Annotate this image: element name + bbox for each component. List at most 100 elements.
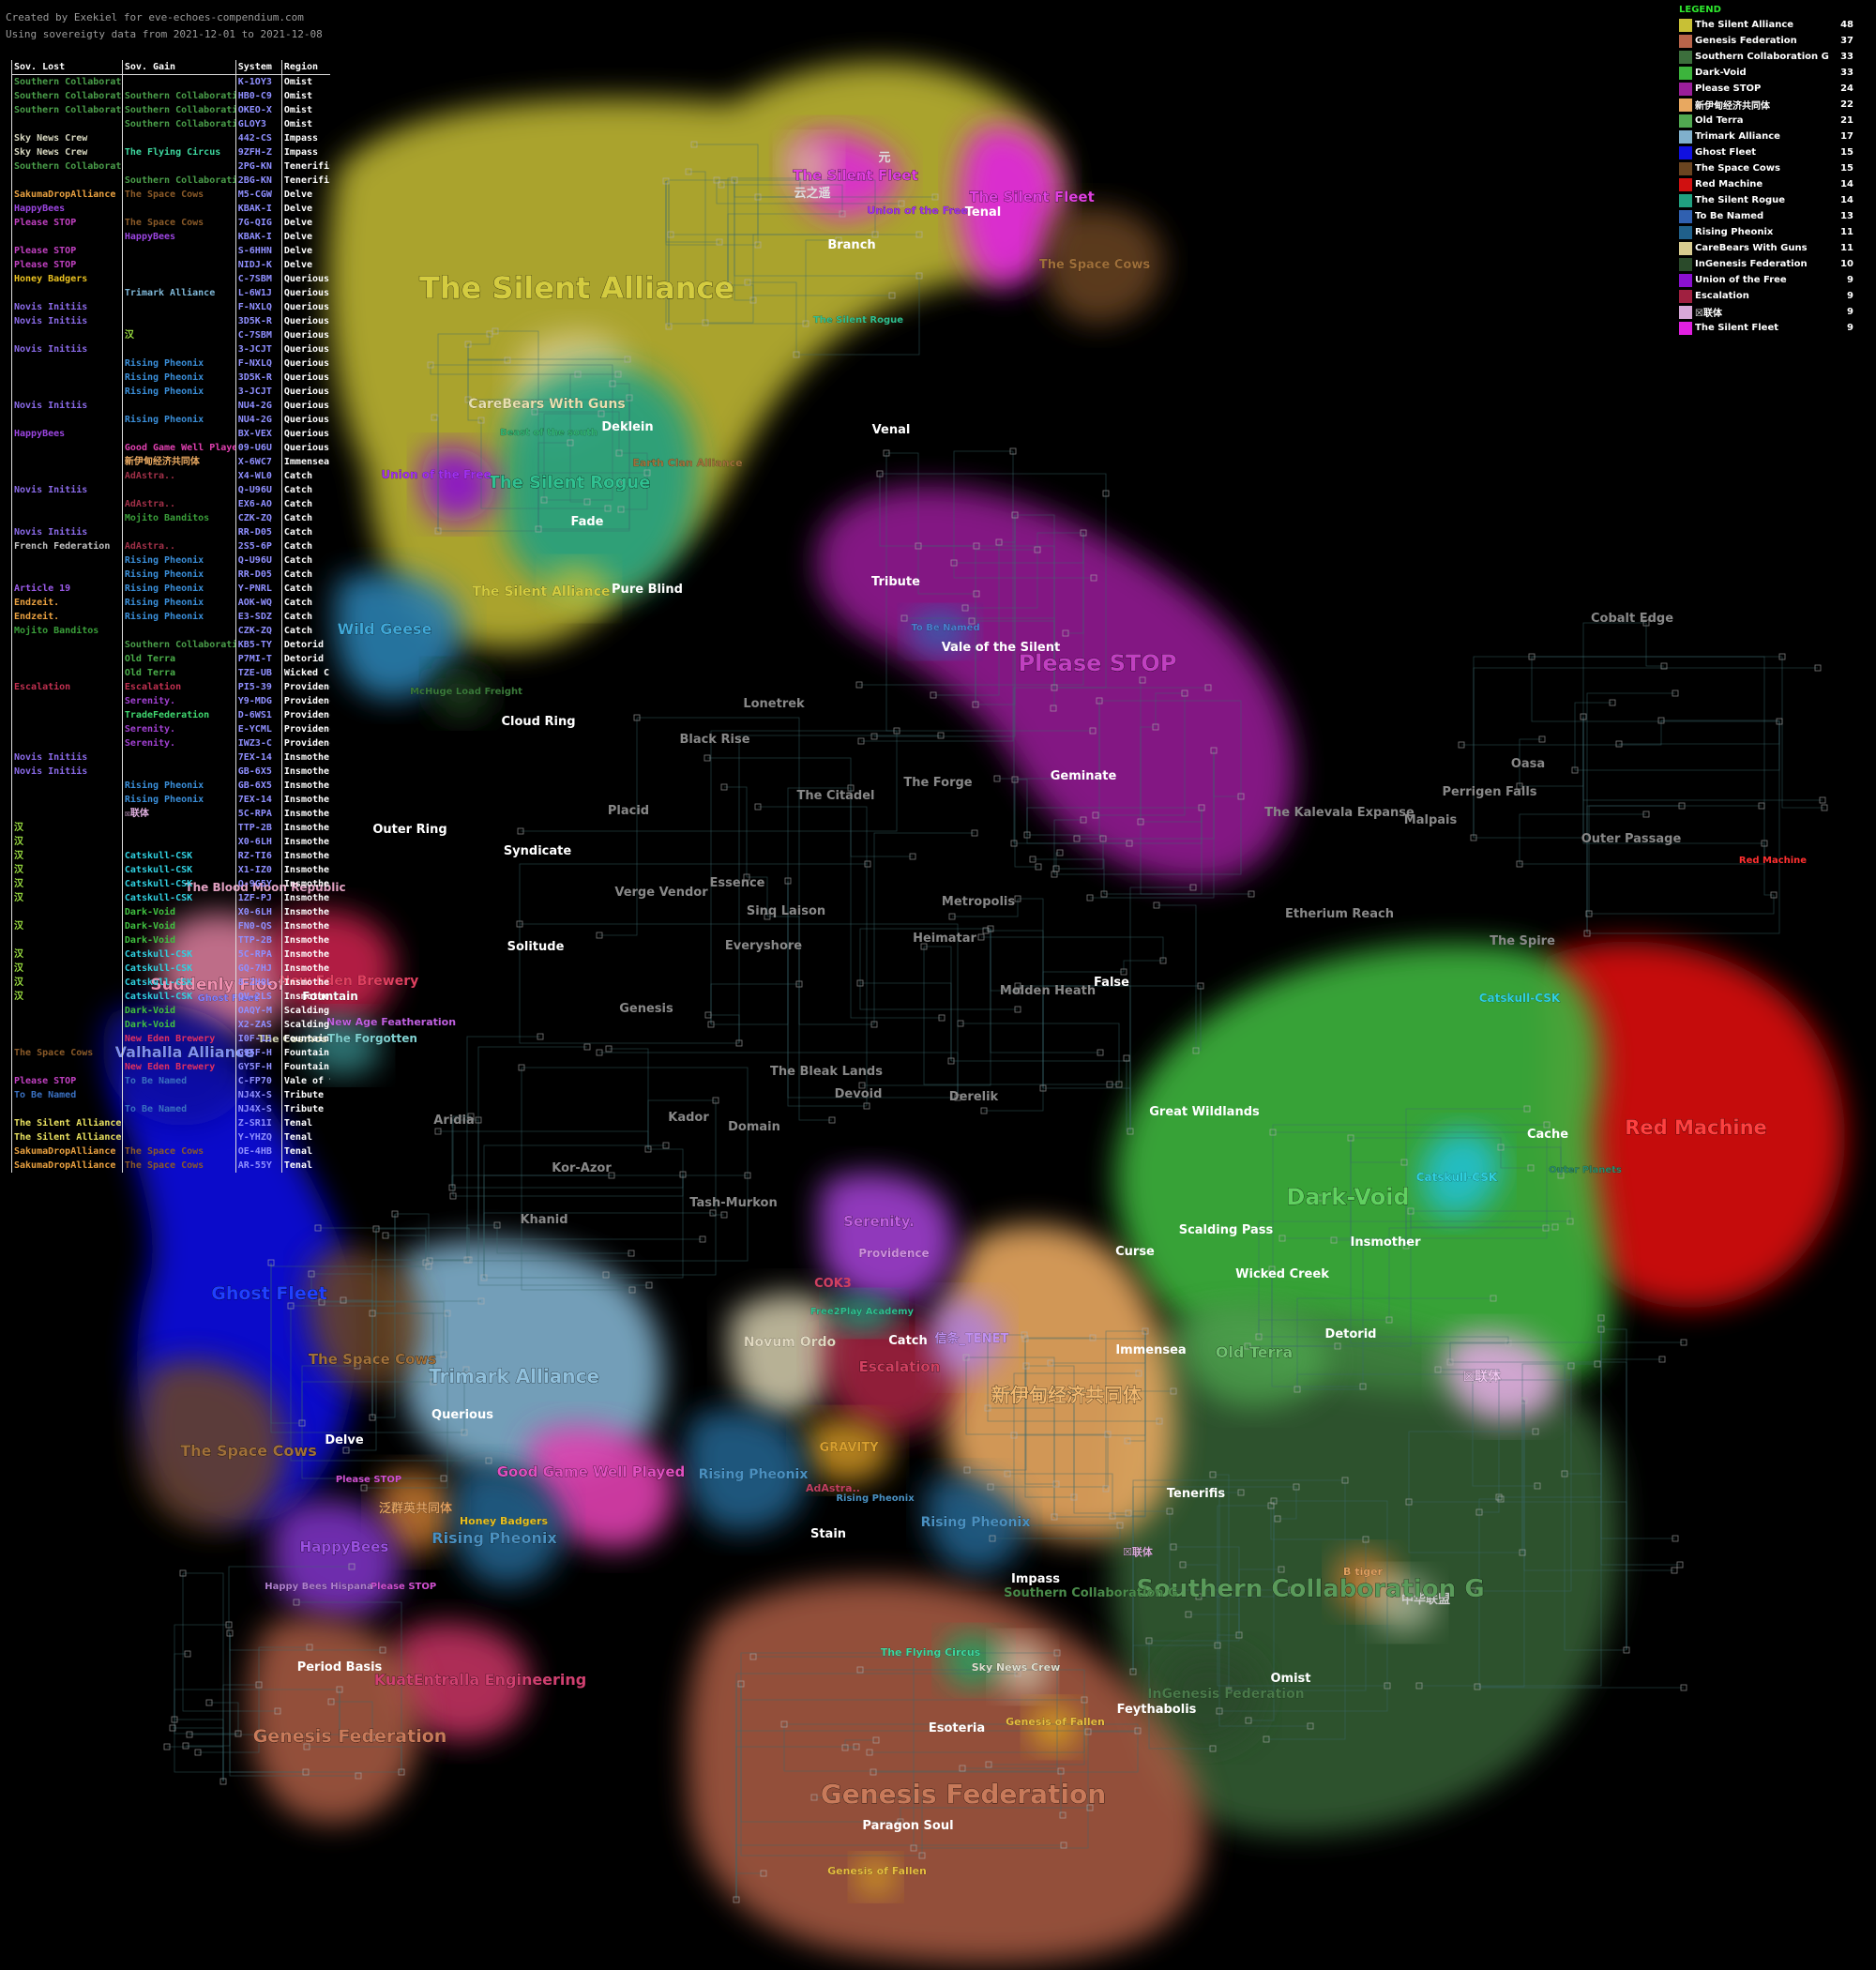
territory-label: The Silent Fleet bbox=[793, 167, 918, 184]
cell-region: Tenal bbox=[280, 1116, 330, 1130]
cell-region: Tenal bbox=[280, 1130, 330, 1144]
cell-system: Q-U96U bbox=[234, 553, 281, 568]
system-node bbox=[857, 737, 865, 745]
system-node bbox=[828, 1116, 836, 1124]
cell-sov-gain: Good Game Well Played bbox=[121, 441, 235, 455]
cell-sov-gain bbox=[121, 525, 235, 539]
region-label: Tribute bbox=[871, 575, 920, 589]
cell-system: 09-U6U bbox=[234, 441, 281, 455]
cell-sov-gain: Catskull-CSK bbox=[121, 947, 235, 962]
system-link bbox=[301, 1423, 444, 1479]
cell-region: Catch bbox=[280, 539, 330, 553]
system-node bbox=[504, 356, 511, 364]
region-label: Impass bbox=[1011, 1572, 1060, 1586]
cell-sov-lost: 汉 bbox=[11, 947, 122, 962]
region-label: Detorid bbox=[1325, 1327, 1377, 1341]
cell-sov-gain bbox=[121, 258, 235, 272]
system-node bbox=[1089, 727, 1097, 735]
cell-sov-gain: Trimark Alliance bbox=[121, 286, 235, 300]
system-link bbox=[1781, 657, 1824, 809]
cell-system: OKEO-X bbox=[234, 103, 281, 117]
system-node bbox=[372, 1225, 380, 1233]
cell-region: Insmother bbox=[280, 919, 330, 933]
system-node bbox=[1156, 1417, 1163, 1425]
region-label: Metropolis bbox=[942, 895, 1015, 909]
system-node bbox=[1034, 546, 1041, 553]
system-link bbox=[1014, 780, 1038, 868]
territory-label: Red Machine bbox=[1625, 1116, 1767, 1139]
territory-label: 信条_TENET bbox=[935, 1331, 1009, 1346]
legend-item: Genesis Federation 37 bbox=[1679, 33, 1853, 49]
system-node bbox=[1059, 1811, 1067, 1819]
region-label: Sinq Laison bbox=[747, 904, 825, 918]
cell-region: Insmother bbox=[280, 863, 330, 877]
system-link bbox=[395, 1213, 430, 1266]
system-node bbox=[1170, 1387, 1177, 1395]
cell-sov-lost bbox=[11, 117, 122, 131]
system-node bbox=[1086, 894, 1094, 902]
system-link bbox=[734, 180, 919, 277]
territory-label: The Silent Rogue bbox=[489, 473, 651, 492]
system-node bbox=[516, 920, 523, 928]
system-node bbox=[461, 1429, 468, 1436]
region-label: The Spire bbox=[1490, 934, 1555, 948]
system-link bbox=[967, 1366, 1027, 1471]
system-node bbox=[427, 361, 434, 369]
territory-label: B tiger bbox=[1343, 1566, 1384, 1578]
legend-item-name: Please STOP bbox=[1695, 83, 1762, 94]
system-link bbox=[1586, 805, 1762, 933]
legend-swatch bbox=[1679, 321, 1692, 335]
cell-region: Insmother bbox=[280, 962, 330, 976]
system-link bbox=[228, 1566, 352, 1625]
system-link bbox=[1013, 687, 1208, 843]
cell-system: 7EX-14 bbox=[234, 750, 281, 765]
system-node bbox=[1458, 741, 1465, 749]
system-node bbox=[605, 1045, 613, 1053]
system-link bbox=[987, 1408, 1159, 1422]
system-node bbox=[1099, 835, 1107, 842]
region-label: Tenerifis bbox=[1167, 1487, 1226, 1501]
system-link bbox=[1266, 1480, 1346, 1740]
system-node bbox=[596, 932, 603, 939]
system-node bbox=[1022, 1362, 1030, 1370]
system-node bbox=[1021, 1335, 1029, 1342]
system-node bbox=[464, 396, 472, 403]
territory-blob bbox=[250, 1617, 420, 1824]
system-node bbox=[1270, 1497, 1278, 1505]
cell-sov-gain: Rising Pheonix bbox=[121, 582, 235, 596]
system-link bbox=[432, 1354, 444, 1382]
system-link bbox=[1582, 717, 1764, 844]
system-node bbox=[961, 604, 969, 612]
cell-sov-gain: Southern Collaboration G bbox=[121, 638, 235, 652]
cell-sov-lost bbox=[11, 511, 122, 525]
system-node bbox=[342, 1447, 350, 1454]
legend-item-count: 37 bbox=[1840, 36, 1853, 46]
system-node bbox=[234, 1730, 242, 1737]
system-link bbox=[747, 876, 768, 917]
system-node bbox=[1469, 1376, 1476, 1384]
legend-swatch bbox=[1679, 34, 1692, 48]
cell-system: X0-6LH bbox=[234, 905, 281, 919]
cell-sov-gain: Catskull-CSK bbox=[121, 990, 235, 1004]
system-node bbox=[987, 925, 994, 932]
system-link bbox=[521, 1068, 632, 1291]
cell-sov-lost bbox=[11, 1004, 122, 1018]
system-node bbox=[1245, 1717, 1252, 1724]
system-node bbox=[628, 1286, 636, 1294]
cell-sov-gain: Old Terra bbox=[121, 652, 235, 666]
system-link bbox=[438, 1130, 649, 1149]
system-node bbox=[915, 542, 922, 550]
cell-sov-gain bbox=[121, 1130, 235, 1144]
cell-system: NIDJ-K bbox=[234, 258, 281, 272]
system-node bbox=[336, 1686, 343, 1693]
system-link bbox=[1155, 692, 1185, 727]
system-link bbox=[1183, 1564, 1218, 1645]
system-node bbox=[625, 421, 632, 429]
legend-item-count: 33 bbox=[1840, 52, 1853, 62]
system-node bbox=[598, 410, 605, 417]
cell-sov-lost: 汉 bbox=[11, 821, 122, 835]
system-node bbox=[486, 330, 493, 338]
system-node bbox=[962, 1354, 970, 1361]
system-node bbox=[431, 414, 438, 421]
